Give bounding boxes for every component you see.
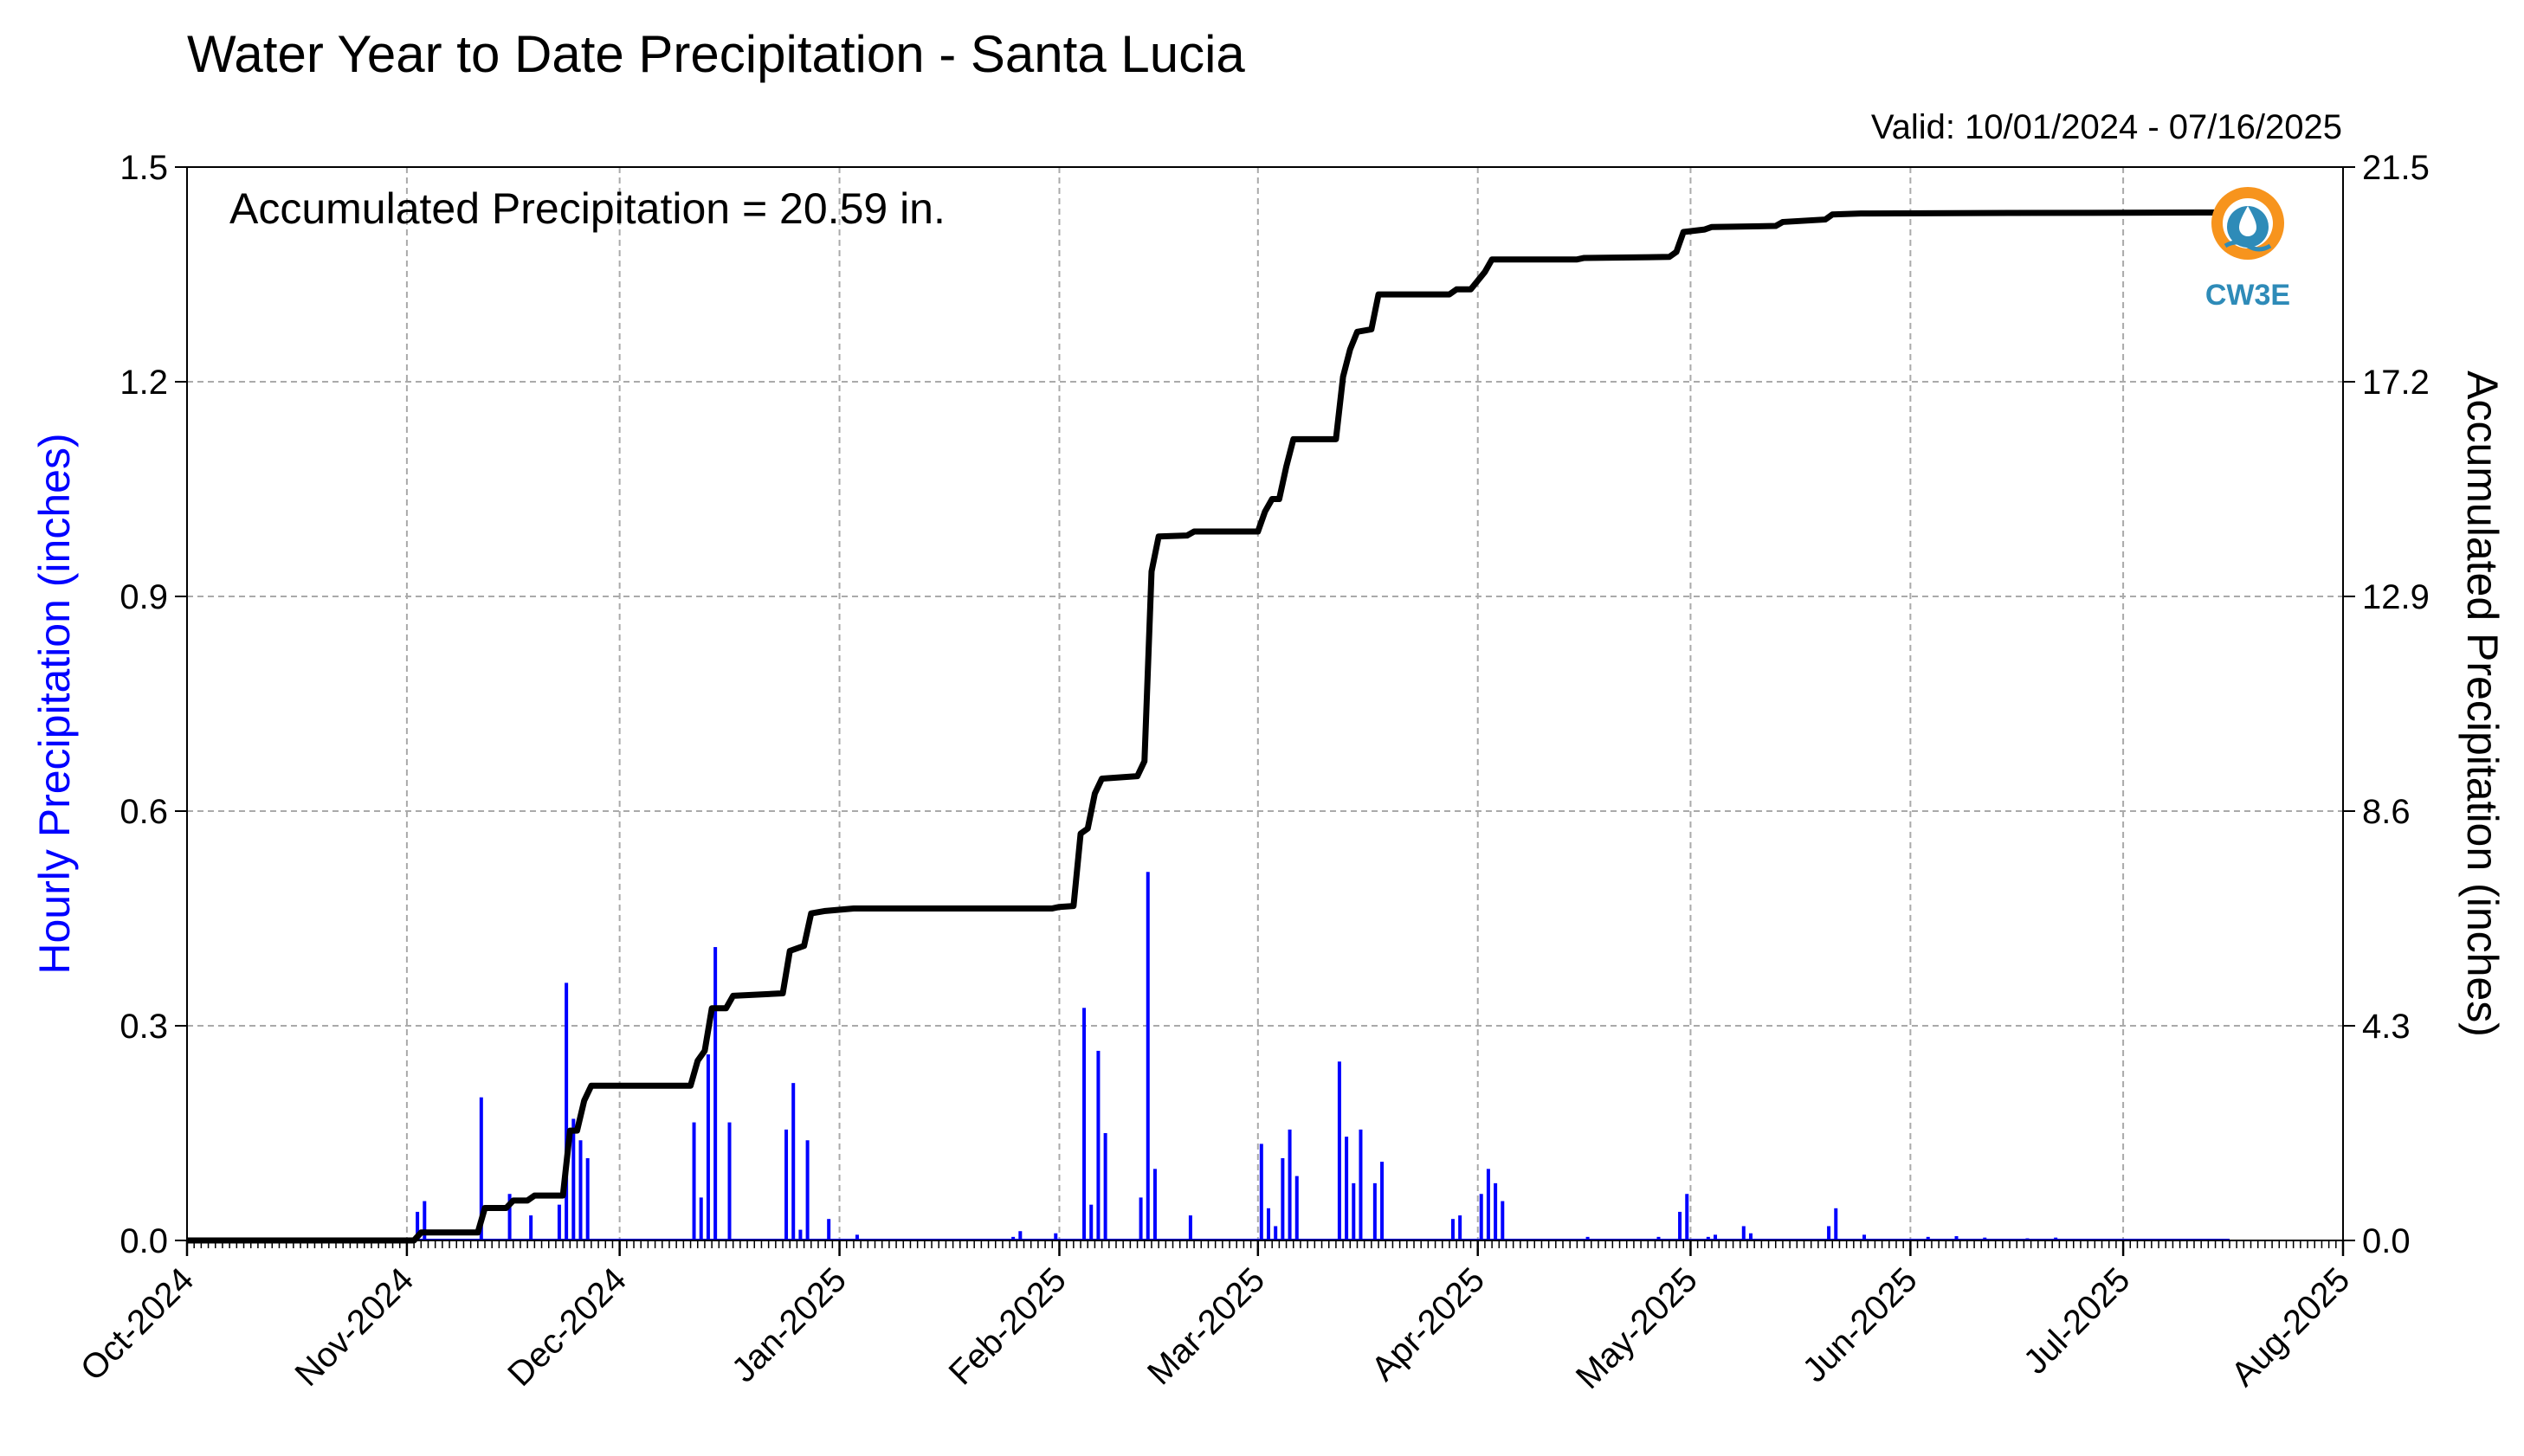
hourly-bar <box>1827 1226 1831 1240</box>
hourly-bar <box>706 1054 710 1240</box>
hourly-bar <box>1188 1215 1192 1240</box>
chart-title: Water Year to Date Precipitation - Santa… <box>187 25 1245 83</box>
hourly-bar <box>1479 1194 1483 1240</box>
y-left-tick-label: 1.5 <box>119 149 168 187</box>
y-right-tick-label: 0.0 <box>2362 1222 2411 1260</box>
hourly-bar <box>1288 1129 1292 1240</box>
hourly-bar <box>1359 1129 1363 1240</box>
hourly-bar <box>699 1197 703 1240</box>
hourly-bar <box>1458 1215 1462 1240</box>
hourly-bar <box>1267 1208 1270 1240</box>
hourly-bar <box>1146 872 1150 1240</box>
hourly-bar <box>1152 1169 1157 1240</box>
hourly-bar <box>529 1215 533 1240</box>
hourly-bar <box>1450 1219 1455 1240</box>
hourly-bar <box>727 1122 732 1240</box>
hourly-bar <box>1139 1197 1143 1240</box>
hourly-bar <box>1862 1234 1867 1240</box>
cw3e-logo: CW3E <box>2205 187 2290 312</box>
y-right-tick-label: 21.5 <box>2362 149 2430 187</box>
y-right-tick-label: 17.2 <box>2362 364 2430 402</box>
grid-lines <box>187 167 2343 1240</box>
hourly-bar <box>1352 1182 1356 1240</box>
hourly-bar <box>827 1219 831 1240</box>
hourly-bar <box>1337 1061 1341 1240</box>
hourly-bar <box>1714 1234 1718 1240</box>
y-left-tick-label: 0.0 <box>119 1222 168 1260</box>
hourly-bar <box>507 1194 512 1240</box>
hourly-bar <box>2025 1238 2030 1240</box>
hourly-bar <box>1706 1236 1710 1240</box>
hourly-bar <box>1011 1236 1016 1240</box>
hourly-bar <box>1274 1226 1278 1240</box>
hourly-bar <box>1741 1226 1746 1240</box>
y-axis-right-label: Accumulated Precipitation (inches) <box>2458 370 2507 1037</box>
hourly-bar <box>1096 1050 1101 1240</box>
hourly-bar <box>479 1097 483 1240</box>
hourly-bar <box>784 1129 789 1240</box>
hourly-bar <box>423 1201 427 1240</box>
hourly-bar <box>1954 1236 1959 1240</box>
logo-text: CW3E <box>2205 279 2290 312</box>
accumulated-annotation: Accumulated Precipitation = 20.59 in. <box>229 184 946 233</box>
hourly-bar <box>1380 1162 1385 1240</box>
hourly-bar <box>1678 1211 1682 1240</box>
hourly-bar <box>2054 1237 2058 1240</box>
hourly-bar <box>1372 1182 1377 1240</box>
hourly-bar <box>1281 1157 1285 1240</box>
hourly-bar <box>1748 1233 1753 1240</box>
y-right-tick-label: 12.9 <box>2362 578 2430 616</box>
hourly-bar <box>585 1157 590 1240</box>
hourly-bar <box>1018 1231 1023 1240</box>
hourly-bar <box>1259 1144 1263 1240</box>
hourly-bar <box>1054 1233 1058 1240</box>
hourly-bar <box>1685 1194 1689 1240</box>
hourly-bar <box>571 1118 576 1240</box>
y-axis-left-label: Hourly Precipitation (inches) <box>30 433 79 974</box>
y-left-tick-label: 0.9 <box>119 578 168 616</box>
y-left-tick-label: 0.6 <box>119 793 168 831</box>
hourly-bar <box>791 1083 796 1240</box>
y-right-tick-label: 8.6 <box>2362 793 2411 831</box>
hourly-bar <box>1494 1182 1498 1240</box>
hourly-bar <box>1834 1208 1838 1240</box>
water-drop-icon <box>2239 206 2256 236</box>
hourly-bar <box>713 947 718 1240</box>
hourly-bar <box>557 1204 561 1240</box>
hourly-bar <box>1345 1137 1349 1240</box>
hourly-bar <box>1656 1236 1661 1240</box>
valid-date-range: Valid: 10/01/2024 - 07/16/2025 <box>1871 108 2342 146</box>
logo-wave <box>2224 240 2272 252</box>
hourly-bar <box>578 1140 583 1240</box>
accumulated-precipitation-line <box>187 209 2230 1244</box>
x-minor-ticks <box>186 1240 2344 1248</box>
hourly-bar <box>805 1140 810 1240</box>
hourly-bar <box>565 982 569 1240</box>
y-left-tick-label: 0.3 <box>119 1008 168 1046</box>
hourly-bar <box>692 1122 696 1240</box>
hourly-bar <box>1294 1176 1299 1240</box>
hourly-bar <box>1486 1169 1490 1240</box>
hourly-bar <box>1926 1236 1930 1240</box>
hourly-bar <box>1585 1236 1590 1240</box>
y-left-tick-label: 1.2 <box>119 364 168 402</box>
hourly-bar <box>1089 1204 1094 1240</box>
hourly-bar <box>1983 1237 1987 1240</box>
y-right-tick-label: 4.3 <box>2362 1008 2411 1046</box>
hourly-bar <box>855 1234 859 1240</box>
hourly-bar <box>1103 1133 1107 1240</box>
hourly-bar <box>1082 1008 1087 1240</box>
hourly-bar <box>1501 1201 1505 1240</box>
hourly-bar <box>416 1211 420 1240</box>
hourly-bar <box>798 1229 803 1240</box>
